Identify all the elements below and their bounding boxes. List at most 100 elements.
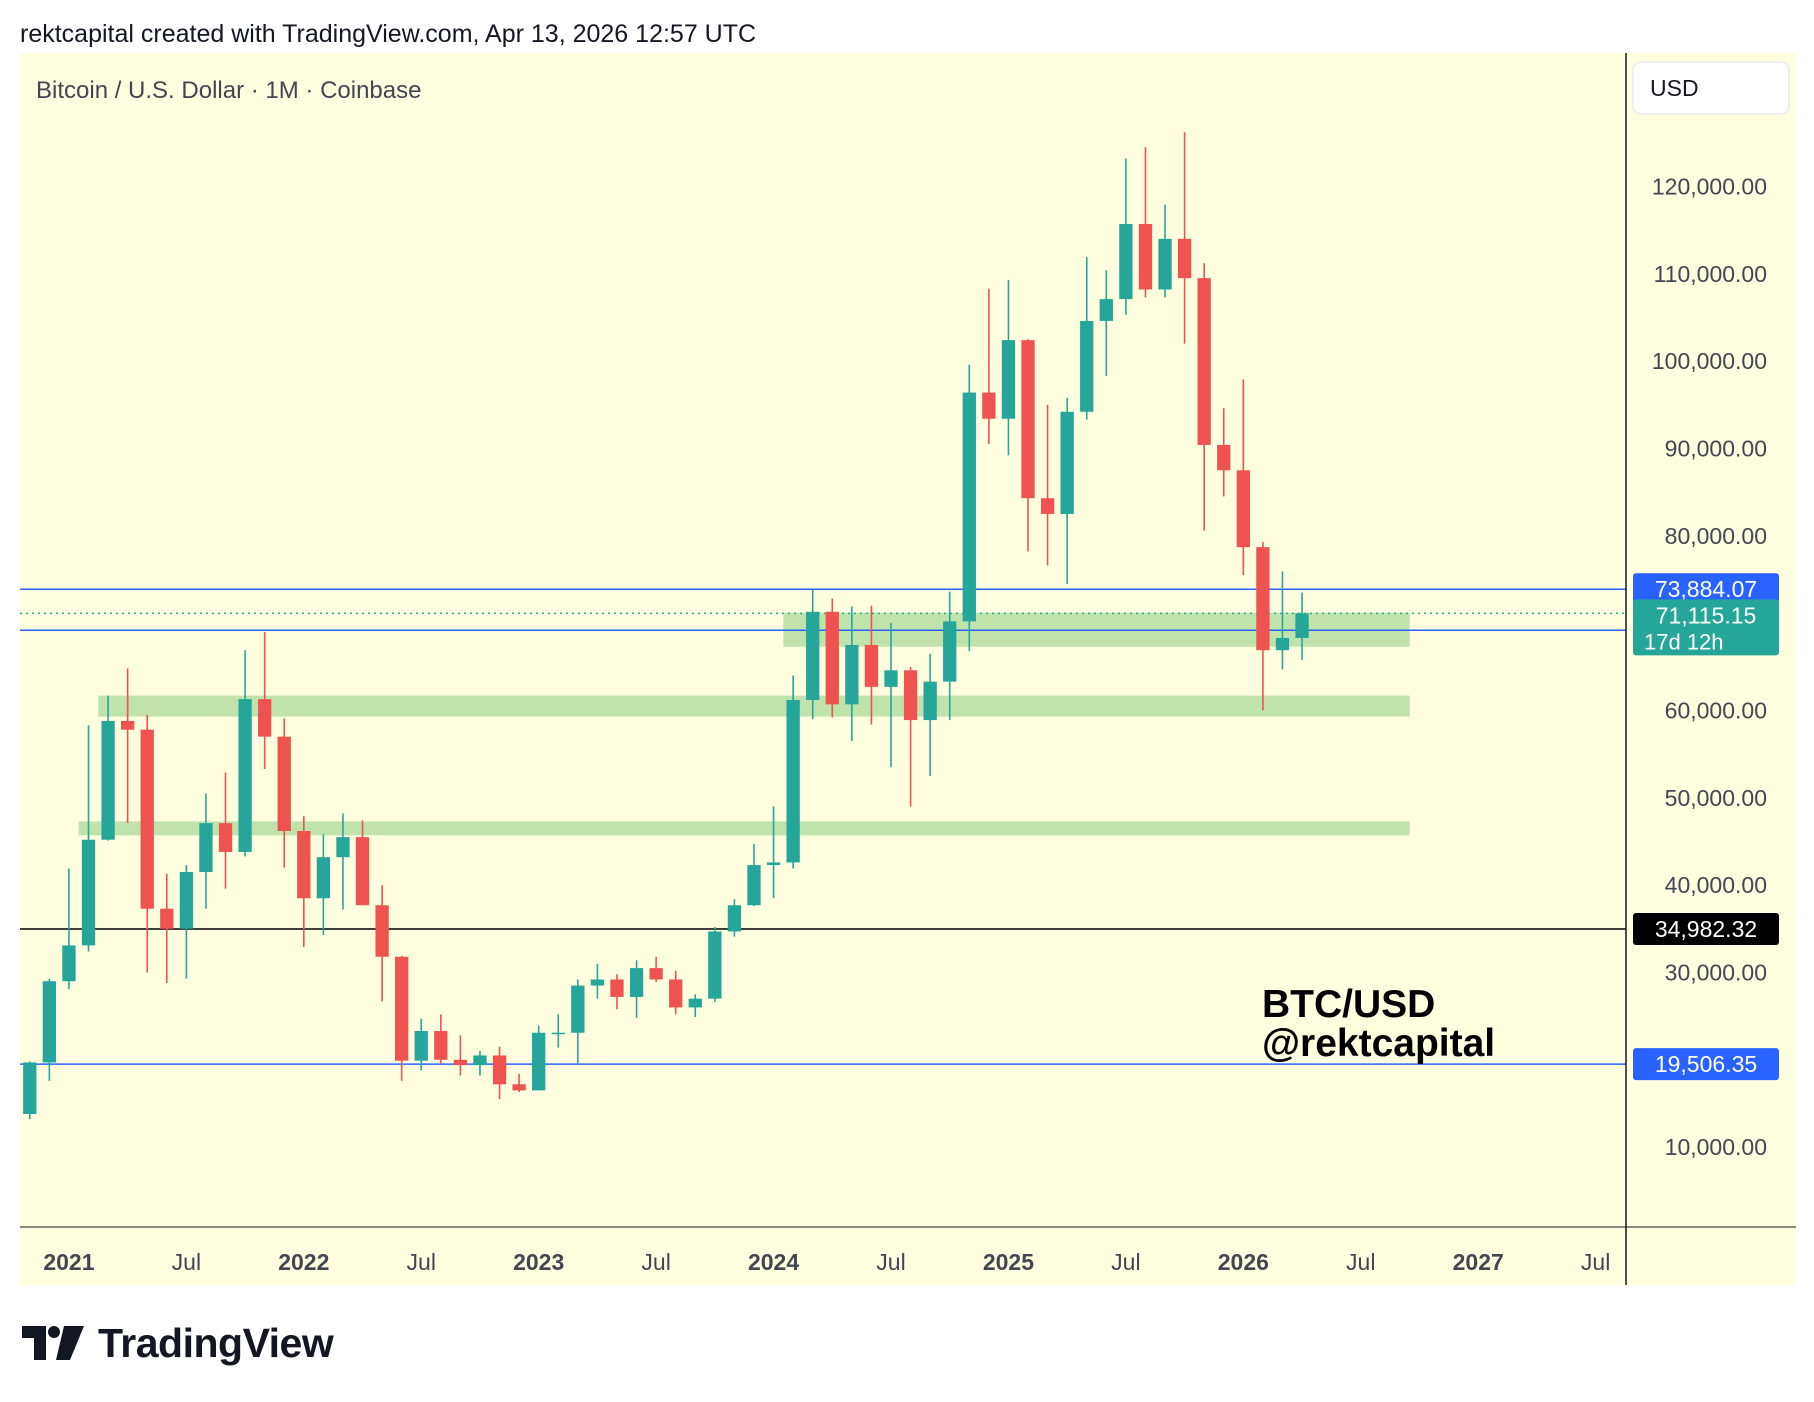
candle-body bbox=[649, 968, 663, 980]
x-tick-label: Jul bbox=[1346, 1249, 1375, 1275]
x-tick-label: 2023 bbox=[513, 1249, 564, 1275]
candle-body bbox=[218, 823, 233, 852]
candle-body bbox=[571, 985, 585, 1033]
candle-body bbox=[395, 956, 409, 1061]
x-tick-label: Jul bbox=[876, 1249, 905, 1275]
candle-2025-10 bbox=[1177, 132, 1192, 344]
candle-body bbox=[1080, 320, 1094, 412]
candle-2026-03 bbox=[1275, 571, 1290, 670]
candle-body bbox=[316, 857, 331, 899]
candle-2021-08 bbox=[199, 793, 213, 909]
candle-body bbox=[669, 979, 683, 1008]
level-badge-bg bbox=[1633, 573, 1779, 606]
candle-2023-01 bbox=[532, 1025, 546, 1091]
candle-2021-05 bbox=[140, 714, 154, 973]
time-axis[interactable]: 2021 Jul 2022 Jul 2023 Jul 2024 Jul 2025 Jul 2026 J… bbox=[43, 1249, 1610, 1275]
candle-2024-03 bbox=[806, 589, 820, 720]
candle-body bbox=[101, 720, 115, 840]
candle-2025-06 bbox=[1099, 270, 1113, 376]
candle-body bbox=[434, 1030, 448, 1060]
candle-2025-07 bbox=[1119, 158, 1133, 315]
y-tick-label: 60,000.00 bbox=[1665, 697, 1767, 723]
candle-2022-09 bbox=[453, 1035, 468, 1076]
candle-2022-05 bbox=[375, 885, 389, 1002]
candle-2023-10 bbox=[708, 927, 722, 1003]
last-price-badge-bg bbox=[1633, 599, 1779, 656]
candle-body bbox=[923, 681, 937, 721]
x-tick-label: Jul bbox=[1581, 1249, 1610, 1275]
y-tick-label: 100,000.00 bbox=[1652, 348, 1767, 374]
candle-2022-01 bbox=[297, 816, 311, 948]
candle-body bbox=[238, 699, 252, 852]
tradingview-logo[interactable]: TradingView bbox=[22, 1318, 334, 1368]
candle-2024-08 bbox=[903, 666, 918, 807]
candle-2025-05 bbox=[1080, 257, 1094, 420]
candle-body bbox=[727, 905, 742, 932]
candle-2025-04 bbox=[1060, 397, 1074, 584]
candle-body bbox=[414, 1030, 428, 1061]
candle-body bbox=[1236, 470, 1250, 548]
candle-body bbox=[42, 981, 57, 1063]
candle-body bbox=[610, 979, 624, 997]
x-tick-label: Jul bbox=[407, 1249, 436, 1275]
x-tick-label: Jul bbox=[1111, 1249, 1140, 1275]
candle-body bbox=[1021, 340, 1035, 499]
candle-2024-02 bbox=[786, 675, 800, 869]
candle-2025-08 bbox=[1138, 147, 1153, 298]
candlestick-series bbox=[23, 132, 1309, 1120]
currency-button[interactable]: USD bbox=[1632, 61, 1790, 115]
candle-countdown-label: 17d 12h bbox=[1644, 629, 1724, 654]
candle-body bbox=[512, 1084, 526, 1091]
candle-2022-06 bbox=[395, 955, 409, 1081]
candle-2023-03 bbox=[571, 979, 585, 1064]
y-tick-label: 10,000.00 bbox=[1665, 1134, 1767, 1160]
candle-2024-09 bbox=[923, 653, 937, 776]
candle-body bbox=[258, 699, 272, 737]
candle-body bbox=[551, 1032, 565, 1035]
candle-body bbox=[1275, 637, 1290, 651]
x-tick-label: 2024 bbox=[748, 1249, 799, 1275]
level-badge-bg bbox=[1633, 912, 1779, 945]
support-zone-1 bbox=[98, 695, 1410, 717]
candle-body bbox=[140, 729, 154, 909]
candle-2022-04 bbox=[355, 820, 370, 906]
candle-2023-02 bbox=[551, 1014, 565, 1048]
chart-background bbox=[20, 53, 1796, 1285]
x-tick-label: 2027 bbox=[1453, 1249, 1504, 1275]
candle-2021-04 bbox=[120, 668, 135, 824]
candle-2025-03 bbox=[1040, 404, 1055, 566]
x-tick-label: 2026 bbox=[1218, 1249, 1269, 1275]
candle-2026-01 bbox=[1236, 379, 1250, 576]
x-tick-label: Jul bbox=[172, 1249, 201, 1275]
candle-body bbox=[747, 865, 761, 906]
level-badge-bg bbox=[1633, 1048, 1779, 1081]
candle-2022-10 bbox=[473, 1051, 487, 1076]
x-tick-label: Jul bbox=[641, 1249, 670, 1275]
candle-body bbox=[492, 1055, 507, 1085]
candle-body bbox=[1256, 547, 1270, 651]
candle-body bbox=[532, 1032, 546, 1091]
price-axis[interactable]: 120,000.00 110,000.00 100,000.00 90,000.00 8… bbox=[1652, 173, 1767, 1160]
candle-2021-01 bbox=[62, 868, 76, 990]
candle-2022-12 bbox=[512, 1073, 526, 1093]
candle-2024-01 bbox=[766, 806, 781, 899]
candle-body bbox=[982, 392, 996, 419]
price-badges: 73,884.0769,185.7534,982.3219,506.3571,1… bbox=[1633, 573, 1779, 1081]
support-zone-2 bbox=[78, 821, 1410, 836]
y-tick-label: 50,000.00 bbox=[1665, 785, 1767, 811]
candle-2021-06 bbox=[160, 873, 174, 983]
y-tick-label: 30,000.00 bbox=[1665, 959, 1767, 985]
last-price-label: 71,115.15 bbox=[1656, 602, 1757, 628]
candle-body bbox=[120, 720, 135, 730]
candle-body bbox=[355, 837, 370, 906]
candle-body bbox=[160, 908, 174, 929]
candle-body bbox=[62, 945, 76, 982]
candle-body bbox=[629, 968, 644, 997]
candle-2023-05 bbox=[610, 974, 624, 1010]
candle-2025-12 bbox=[1217, 408, 1231, 497]
chart-title: Bitcoin / U.S. Dollar · 1M · Coinbase bbox=[36, 77, 421, 104]
candle-2024-10 bbox=[943, 591, 957, 721]
candle-body bbox=[1119, 223, 1133, 300]
y-tick-label: 40,000.00 bbox=[1665, 872, 1767, 898]
